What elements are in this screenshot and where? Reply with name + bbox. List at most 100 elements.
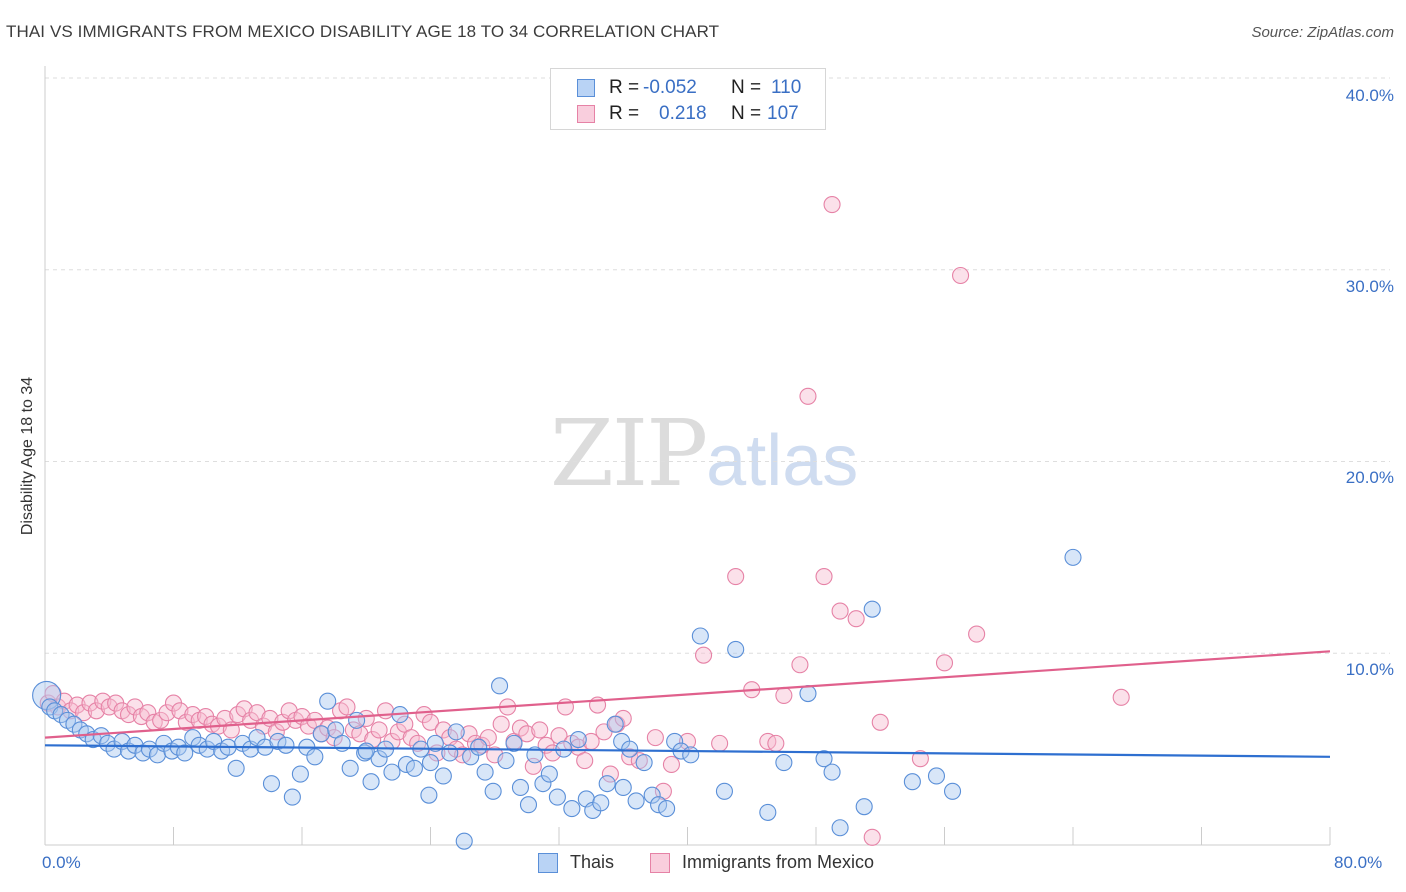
legend-n-label: N = <box>731 77 762 98</box>
point-mexico <box>863 828 881 846</box>
legend-r-label: R = <box>609 77 640 98</box>
point-mexico <box>847 610 865 628</box>
legend-row-thais: R = -0.052 N = 110 <box>551 75 825 101</box>
point-thais <box>635 753 653 772</box>
point-thais <box>548 788 566 806</box>
point-thais <box>470 738 488 756</box>
point-mexico <box>662 755 680 774</box>
legend-n-value: 107 <box>767 103 799 124</box>
trendline-thais <box>44 744 1331 758</box>
point-mexico <box>402 729 420 747</box>
point-thais <box>52 706 70 724</box>
point-mexico <box>94 692 112 710</box>
point-thais <box>491 677 509 695</box>
y-tick-label-20: 20.0% <box>1345 468 1394 487</box>
trendline-mexico <box>44 650 1331 739</box>
point-thais <box>291 765 309 783</box>
point-thais <box>405 759 423 777</box>
point-mexico <box>492 715 510 733</box>
legend-r-value: 0.218 <box>659 103 707 124</box>
point-thais <box>426 734 444 752</box>
point-thais <box>627 792 645 810</box>
point-thais <box>476 763 494 781</box>
correlation-legend: R = -0.052 N = 110 R = 0.218 N = 107 <box>550 68 826 130</box>
point-mexico <box>727 567 745 586</box>
chart-title: THAI VS IMMIGRANTS FROM MEXICO DISABILIT… <box>6 22 720 41</box>
point-thais <box>420 786 438 804</box>
point-mexico <box>421 713 440 731</box>
watermark-zip: ZIP <box>550 400 708 507</box>
bottom-legend-label-mexico: Immigrants from Mexico <box>682 852 875 872</box>
point-mexico <box>935 654 954 672</box>
point-mexico <box>486 746 504 764</box>
point-mexico <box>695 646 713 664</box>
point-mexico <box>871 713 889 731</box>
point-thais <box>666 732 684 751</box>
point-thais <box>727 640 745 658</box>
point-thais <box>943 782 962 800</box>
point-mexico <box>601 765 619 783</box>
point-mexico <box>87 702 105 720</box>
point-thais <box>434 767 452 785</box>
point-thais <box>397 755 415 774</box>
point-thais <box>658 800 676 818</box>
point-thais <box>497 752 515 770</box>
y-tick-label-30: 30.0% <box>1345 277 1394 296</box>
point-mexico <box>799 387 817 405</box>
point-thais <box>341 759 359 777</box>
point-thais <box>306 748 324 766</box>
point-thais <box>511 778 530 797</box>
point-thais <box>357 742 375 760</box>
point-mexico <box>460 725 478 743</box>
point-thais <box>823 763 841 781</box>
legend-r-label: R = <box>609 103 640 124</box>
point-thais <box>855 798 873 816</box>
point-mexico <box>968 625 986 643</box>
point-thais <box>348 711 366 729</box>
point-mexico <box>678 732 697 751</box>
point-thais <box>526 746 544 764</box>
point-thais <box>650 796 668 814</box>
point-mexico <box>511 719 530 737</box>
point-thais <box>621 740 639 758</box>
point-thais <box>319 692 337 710</box>
point-thais <box>176 744 194 762</box>
legend-r-value: -0.052 <box>643 77 697 98</box>
point-mexico <box>158 704 176 722</box>
x-tick-label-min: 0.0% <box>42 853 81 872</box>
point-thais <box>903 773 921 791</box>
legend-swatch-mexico <box>577 105 595 123</box>
point-thais <box>519 796 538 814</box>
point-thais <box>715 782 733 800</box>
point-mexico <box>550 727 568 745</box>
point-thais <box>269 732 287 751</box>
point-thais <box>1064 548 1082 566</box>
bottom-legend-swatch-mexico <box>650 853 670 873</box>
point-thais <box>283 788 301 806</box>
point-mexico <box>823 196 841 214</box>
point-mexico <box>531 721 549 739</box>
legend-row-mexico: R = 0.218 N = 107 <box>551 101 825 127</box>
point-thais <box>927 767 946 785</box>
legend-swatch-thais <box>577 79 595 97</box>
point-thais <box>227 759 245 777</box>
y-tick-label-40: 40.0% <box>1345 86 1394 105</box>
point-mexico <box>75 704 93 722</box>
point-thais <box>598 775 616 793</box>
point-thais <box>592 794 610 812</box>
point-mexico <box>654 782 672 800</box>
point-thais <box>370 750 388 768</box>
point-mexico <box>184 706 202 724</box>
point-mexico <box>338 698 356 716</box>
point-thais <box>484 782 502 800</box>
point-mexico <box>952 266 970 285</box>
legend-n-value: 110 <box>771 77 802 98</box>
point-thais <box>815 750 833 768</box>
point-mexico <box>775 686 793 704</box>
y-tick-label-10: 10.0% <box>1345 660 1394 679</box>
point-thais <box>831 819 849 837</box>
point-thais <box>863 600 881 618</box>
point-thais <box>455 832 473 850</box>
point-mexico <box>299 717 317 735</box>
